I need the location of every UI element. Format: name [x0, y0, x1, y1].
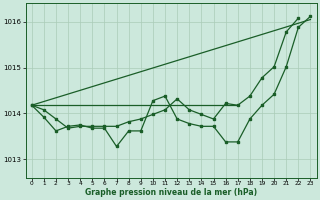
X-axis label: Graphe pression niveau de la mer (hPa): Graphe pression niveau de la mer (hPa): [85, 188, 257, 197]
